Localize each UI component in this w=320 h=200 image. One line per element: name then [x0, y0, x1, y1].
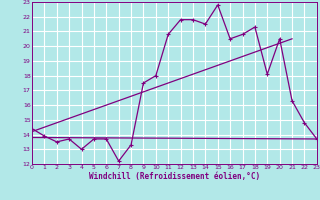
- X-axis label: Windchill (Refroidissement éolien,°C): Windchill (Refroidissement éolien,°C): [89, 172, 260, 181]
